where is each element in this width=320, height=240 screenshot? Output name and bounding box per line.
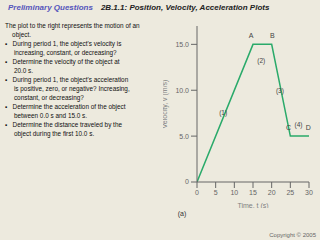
svg-text:Velocity, v (m/s): Velocity, v (m/s) [163, 80, 169, 129]
svg-text:20: 20 [268, 189, 276, 196]
svg-text:30: 30 [305, 189, 312, 196]
svg-text:Time, t (s): Time, t (s) [237, 202, 268, 208]
html-text:Copyright © 2005: Copyright © 2005 [269, 232, 316, 238]
svg-text:C: C [286, 124, 291, 131]
svg-text:A: A [249, 32, 254, 39]
svg-text:25: 25 [286, 189, 294, 196]
html-text:The plot to the right represen: The plot to the right represents the mot… [5, 22, 140, 137]
svg-text:(1): (1) [219, 109, 227, 117]
svg-text:0: 0 [185, 178, 189, 185]
svg-text:15: 15 [249, 189, 257, 196]
svg-text:(3): (3) [276, 87, 284, 95]
svg-text:5.0: 5.0 [179, 133, 189, 140]
svg-text:10.0: 10.0 [175, 87, 189, 94]
svg-text:5: 5 [214, 189, 218, 196]
html-text:2B.1.1: Position, Velocity, Ac: 2B.1.1: Position, Velocity, Acceleration… [100, 3, 270, 12]
svg-text:(2): (2) [257, 57, 265, 65]
svg-text:(4): (4) [295, 121, 303, 129]
svg-text:0: 0 [195, 189, 199, 196]
svg-text:10: 10 [230, 189, 238, 196]
svg-text:D: D [306, 124, 311, 131]
html-text:Preliminary Questions: Preliminary Questions [8, 3, 93, 12]
html-text:(a): (a) [177, 210, 187, 217]
svg-text:B: B [270, 32, 275, 39]
svg-text:15.0: 15.0 [175, 41, 189, 48]
